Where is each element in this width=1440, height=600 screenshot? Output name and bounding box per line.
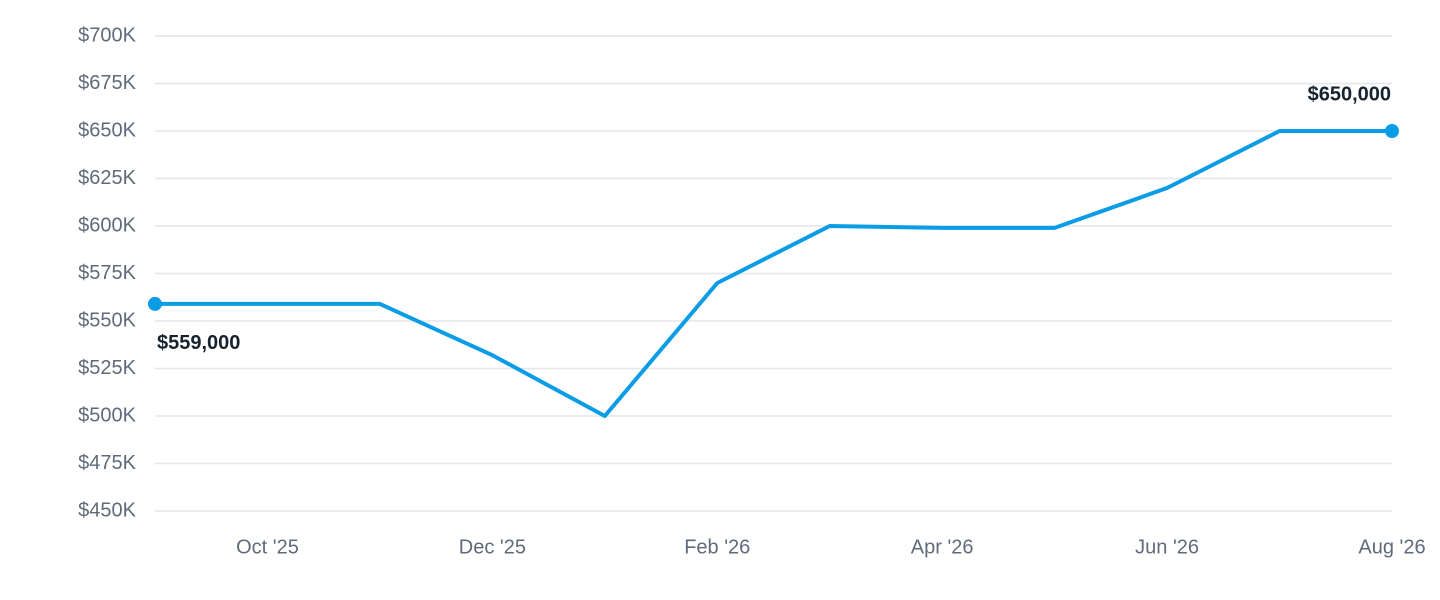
- y-tick-label: $600K: [78, 214, 136, 236]
- point: [148, 296, 162, 311]
- value-label: $559,000: [157, 332, 240, 354]
- x-tick-label: Dec '25: [459, 536, 526, 558]
- line: [155, 129, 1392, 418]
- y-tick-label: $575K: [78, 262, 136, 284]
- y-tick-label: $550K: [78, 309, 136, 331]
- x-tick-label: Aug '26: [1358, 536, 1425, 558]
- y-tick-label: $450K: [78, 499, 136, 521]
- y-tick-label: $525K: [78, 357, 136, 379]
- x-tick-label: Apr '26: [911, 536, 974, 558]
- y-tick-label: $675K: [78, 72, 136, 94]
- y-tick-label: $475K: [78, 452, 136, 474]
- y-tick-label: $700K: [78, 24, 136, 46]
- value-label: $650,000: [1308, 83, 1391, 105]
- x-tick-label: Oct '25: [236, 536, 299, 558]
- y-tick-label: $650K: [78, 119, 136, 141]
- point: [1385, 124, 1399, 138]
- y-tick-label: $500K: [78, 404, 136, 426]
- y-tick-label: $625K: [78, 167, 136, 189]
- x-tick-label: Jun '26: [1135, 536, 1199, 558]
- x-tick-label: Feb '26: [684, 536, 750, 558]
